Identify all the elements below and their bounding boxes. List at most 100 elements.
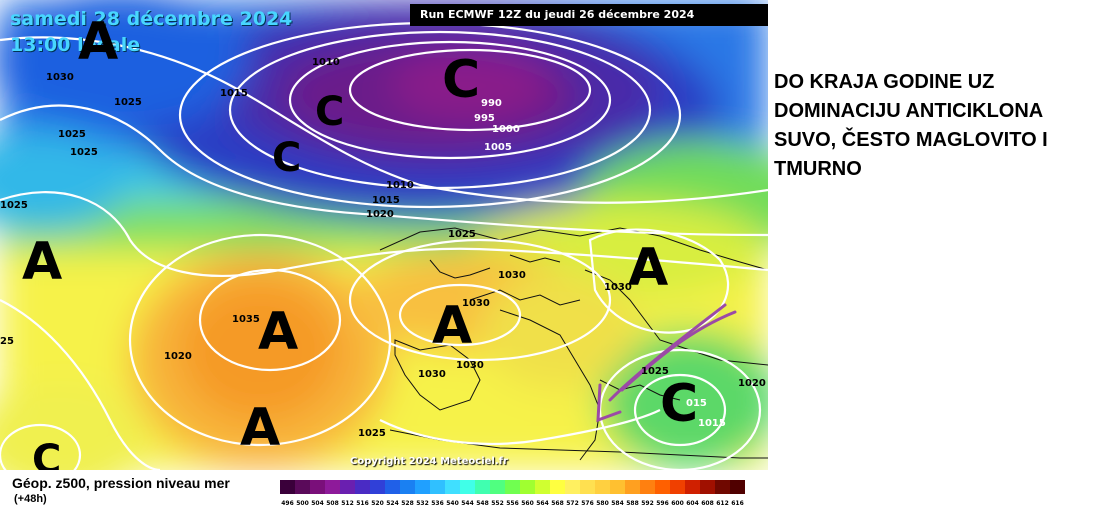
isobar-label: 1030 bbox=[418, 369, 446, 380]
color-scale-swatch bbox=[295, 480, 310, 494]
color-scale-swatch bbox=[655, 480, 670, 494]
isobar-label: 1020 bbox=[738, 378, 766, 389]
color-scale-tick-label: 540 bbox=[446, 500, 459, 507]
color-scale-tick-label: 496 bbox=[281, 500, 294, 507]
isobar-label: 1020 bbox=[164, 351, 192, 362]
isobar-label: 1030 bbox=[462, 298, 490, 309]
color-scale-swatch bbox=[520, 480, 535, 494]
isobar-label: 1015 bbox=[698, 418, 726, 429]
isobar-label: 1020 bbox=[366, 209, 394, 220]
isobar-label: 1030 bbox=[498, 270, 526, 281]
color-scale-tick-label: 588 bbox=[626, 500, 639, 507]
isobar-label: 1025 bbox=[114, 97, 142, 108]
high-pressure-label: A bbox=[240, 398, 281, 458]
color-scale-swatch bbox=[505, 480, 520, 494]
low-pressure-label: C bbox=[660, 374, 699, 434]
color-scale-swatch bbox=[610, 480, 625, 494]
color-scale-swatch bbox=[340, 480, 355, 494]
legend-title: Géop. z500, pression niveau mer bbox=[12, 475, 230, 491]
color-scale-swatch bbox=[445, 480, 460, 494]
color-scale-tick-label: 612 bbox=[716, 500, 729, 507]
color-scale-swatch bbox=[535, 480, 550, 494]
isobar-label: 1010 bbox=[386, 180, 414, 191]
color-scale-tick-label: 536 bbox=[431, 500, 444, 507]
color-scale-swatch bbox=[565, 480, 580, 494]
high-pressure-label: A bbox=[628, 238, 669, 298]
isobar-label: 995 bbox=[474, 113, 495, 124]
color-scale-tick-label: 572 bbox=[566, 500, 579, 507]
high-pressure-label: A bbox=[258, 302, 299, 362]
color-scale-tick-label: 520 bbox=[371, 500, 384, 507]
color-scale-swatch bbox=[625, 480, 640, 494]
color-scale-swatch bbox=[370, 480, 385, 494]
isobar-label: 1030 bbox=[46, 72, 74, 83]
color-scale-tick-label: 500 bbox=[296, 500, 309, 507]
low-pressure-label: C bbox=[442, 50, 481, 110]
color-scale-swatch bbox=[310, 480, 325, 494]
color-scale-tick-label: 604 bbox=[686, 500, 699, 507]
color-scale-tick-label: 556 bbox=[506, 500, 519, 507]
isobar-label: 1025 bbox=[358, 428, 386, 439]
color-scale-tick-label: 576 bbox=[581, 500, 594, 507]
weather-map: samedi 28 décembre 2024 13:00 locale Run… bbox=[0, 0, 768, 470]
low-pressure-label: C bbox=[32, 437, 62, 470]
isobar-label: 1030 bbox=[604, 282, 632, 293]
color-scale-swatch bbox=[325, 480, 340, 494]
low-pressure-label: C bbox=[272, 135, 302, 181]
high-pressure-label: A bbox=[78, 12, 119, 72]
isobar-label: 1025 bbox=[70, 147, 98, 158]
color-scale-tick-label: 528 bbox=[401, 500, 414, 507]
color-scale-tick-label: 592 bbox=[641, 500, 654, 507]
color-scale-tick-label: 544 bbox=[461, 500, 474, 507]
color-scale-swatch bbox=[670, 480, 685, 494]
isobar-label: 1025 bbox=[0, 200, 28, 211]
headline-text: DO KRAJA GODINE UZ DOMINACIJU ANTICIKLON… bbox=[774, 68, 1104, 184]
color-scale-tick-label: 512 bbox=[341, 500, 354, 507]
color-scale-tick-label: 560 bbox=[521, 500, 534, 507]
color-scale-swatch bbox=[415, 480, 430, 494]
color-scale-tick-label: 580 bbox=[596, 500, 609, 507]
color-scale-swatch bbox=[475, 480, 490, 494]
color-scale-tick-label: 596 bbox=[656, 500, 669, 507]
color-scale-swatch bbox=[685, 480, 700, 494]
color-scale-swatch bbox=[595, 480, 610, 494]
color-scale-swatch bbox=[730, 480, 745, 494]
color-scale-ticks: 496 500 504 508 512 516 520 524 528 532 536 540 544 5… bbox=[280, 500, 745, 507]
high-pressure-label: A bbox=[432, 296, 473, 356]
color-scale-swatch bbox=[355, 480, 370, 494]
isobar-label: 1015 bbox=[372, 195, 400, 206]
color-scale-swatch bbox=[400, 480, 415, 494]
forecast-date: samedi 28 décembre 2024 bbox=[10, 8, 293, 30]
isobar-label: 1030 bbox=[456, 360, 484, 371]
copyright-text: Copyright 2024 Meteociel.fr bbox=[350, 456, 508, 467]
isobar-label: 1035 bbox=[232, 314, 260, 325]
color-scale-tick-label: 504 bbox=[311, 500, 324, 507]
headline-line: SUVO, ČESTO MAGLOVITO I bbox=[774, 129, 1048, 151]
color-scale-tick-label: 568 bbox=[551, 500, 564, 507]
isobar-label: 1025 bbox=[448, 229, 476, 240]
color-scale-tick-label: 584 bbox=[611, 500, 624, 507]
isobar-label: 1025 bbox=[58, 129, 86, 140]
headline-line: DO KRAJA GODINE UZ bbox=[774, 71, 995, 93]
color-scale-swatch bbox=[640, 480, 655, 494]
color-scale-swatch bbox=[280, 480, 295, 494]
color-scale-tick-label: 616 bbox=[731, 500, 744, 507]
model-run-label: Run ECMWF 12Z du jeudi 26 décembre 2024 bbox=[410, 4, 768, 26]
legend-subtitle: (+48h) bbox=[14, 493, 47, 505]
color-scale-tick-label: 552 bbox=[491, 500, 504, 507]
color-scale-tick-label: 516 bbox=[356, 500, 369, 507]
isobar-label: 1000 bbox=[492, 124, 520, 135]
isobar-label: 1010 bbox=[312, 57, 340, 68]
color-scale-tick-label: 532 bbox=[416, 500, 429, 507]
color-scale-tick-label: 608 bbox=[701, 500, 714, 507]
headline-line: DOMINACIJU ANTICIKLONA bbox=[774, 100, 1044, 122]
color-scale-tick-label: 564 bbox=[536, 500, 549, 507]
color-scale-bar bbox=[280, 480, 745, 494]
isobar-label: 1025 bbox=[641, 366, 669, 377]
headline-line: TMURNO bbox=[774, 158, 862, 180]
color-scale-tick-label: 600 bbox=[671, 500, 684, 507]
high-pressure-label: A bbox=[22, 232, 63, 292]
color-scale-swatch bbox=[460, 480, 475, 494]
color-scale-swatch bbox=[700, 480, 715, 494]
annotation-arrow bbox=[596, 303, 737, 423]
